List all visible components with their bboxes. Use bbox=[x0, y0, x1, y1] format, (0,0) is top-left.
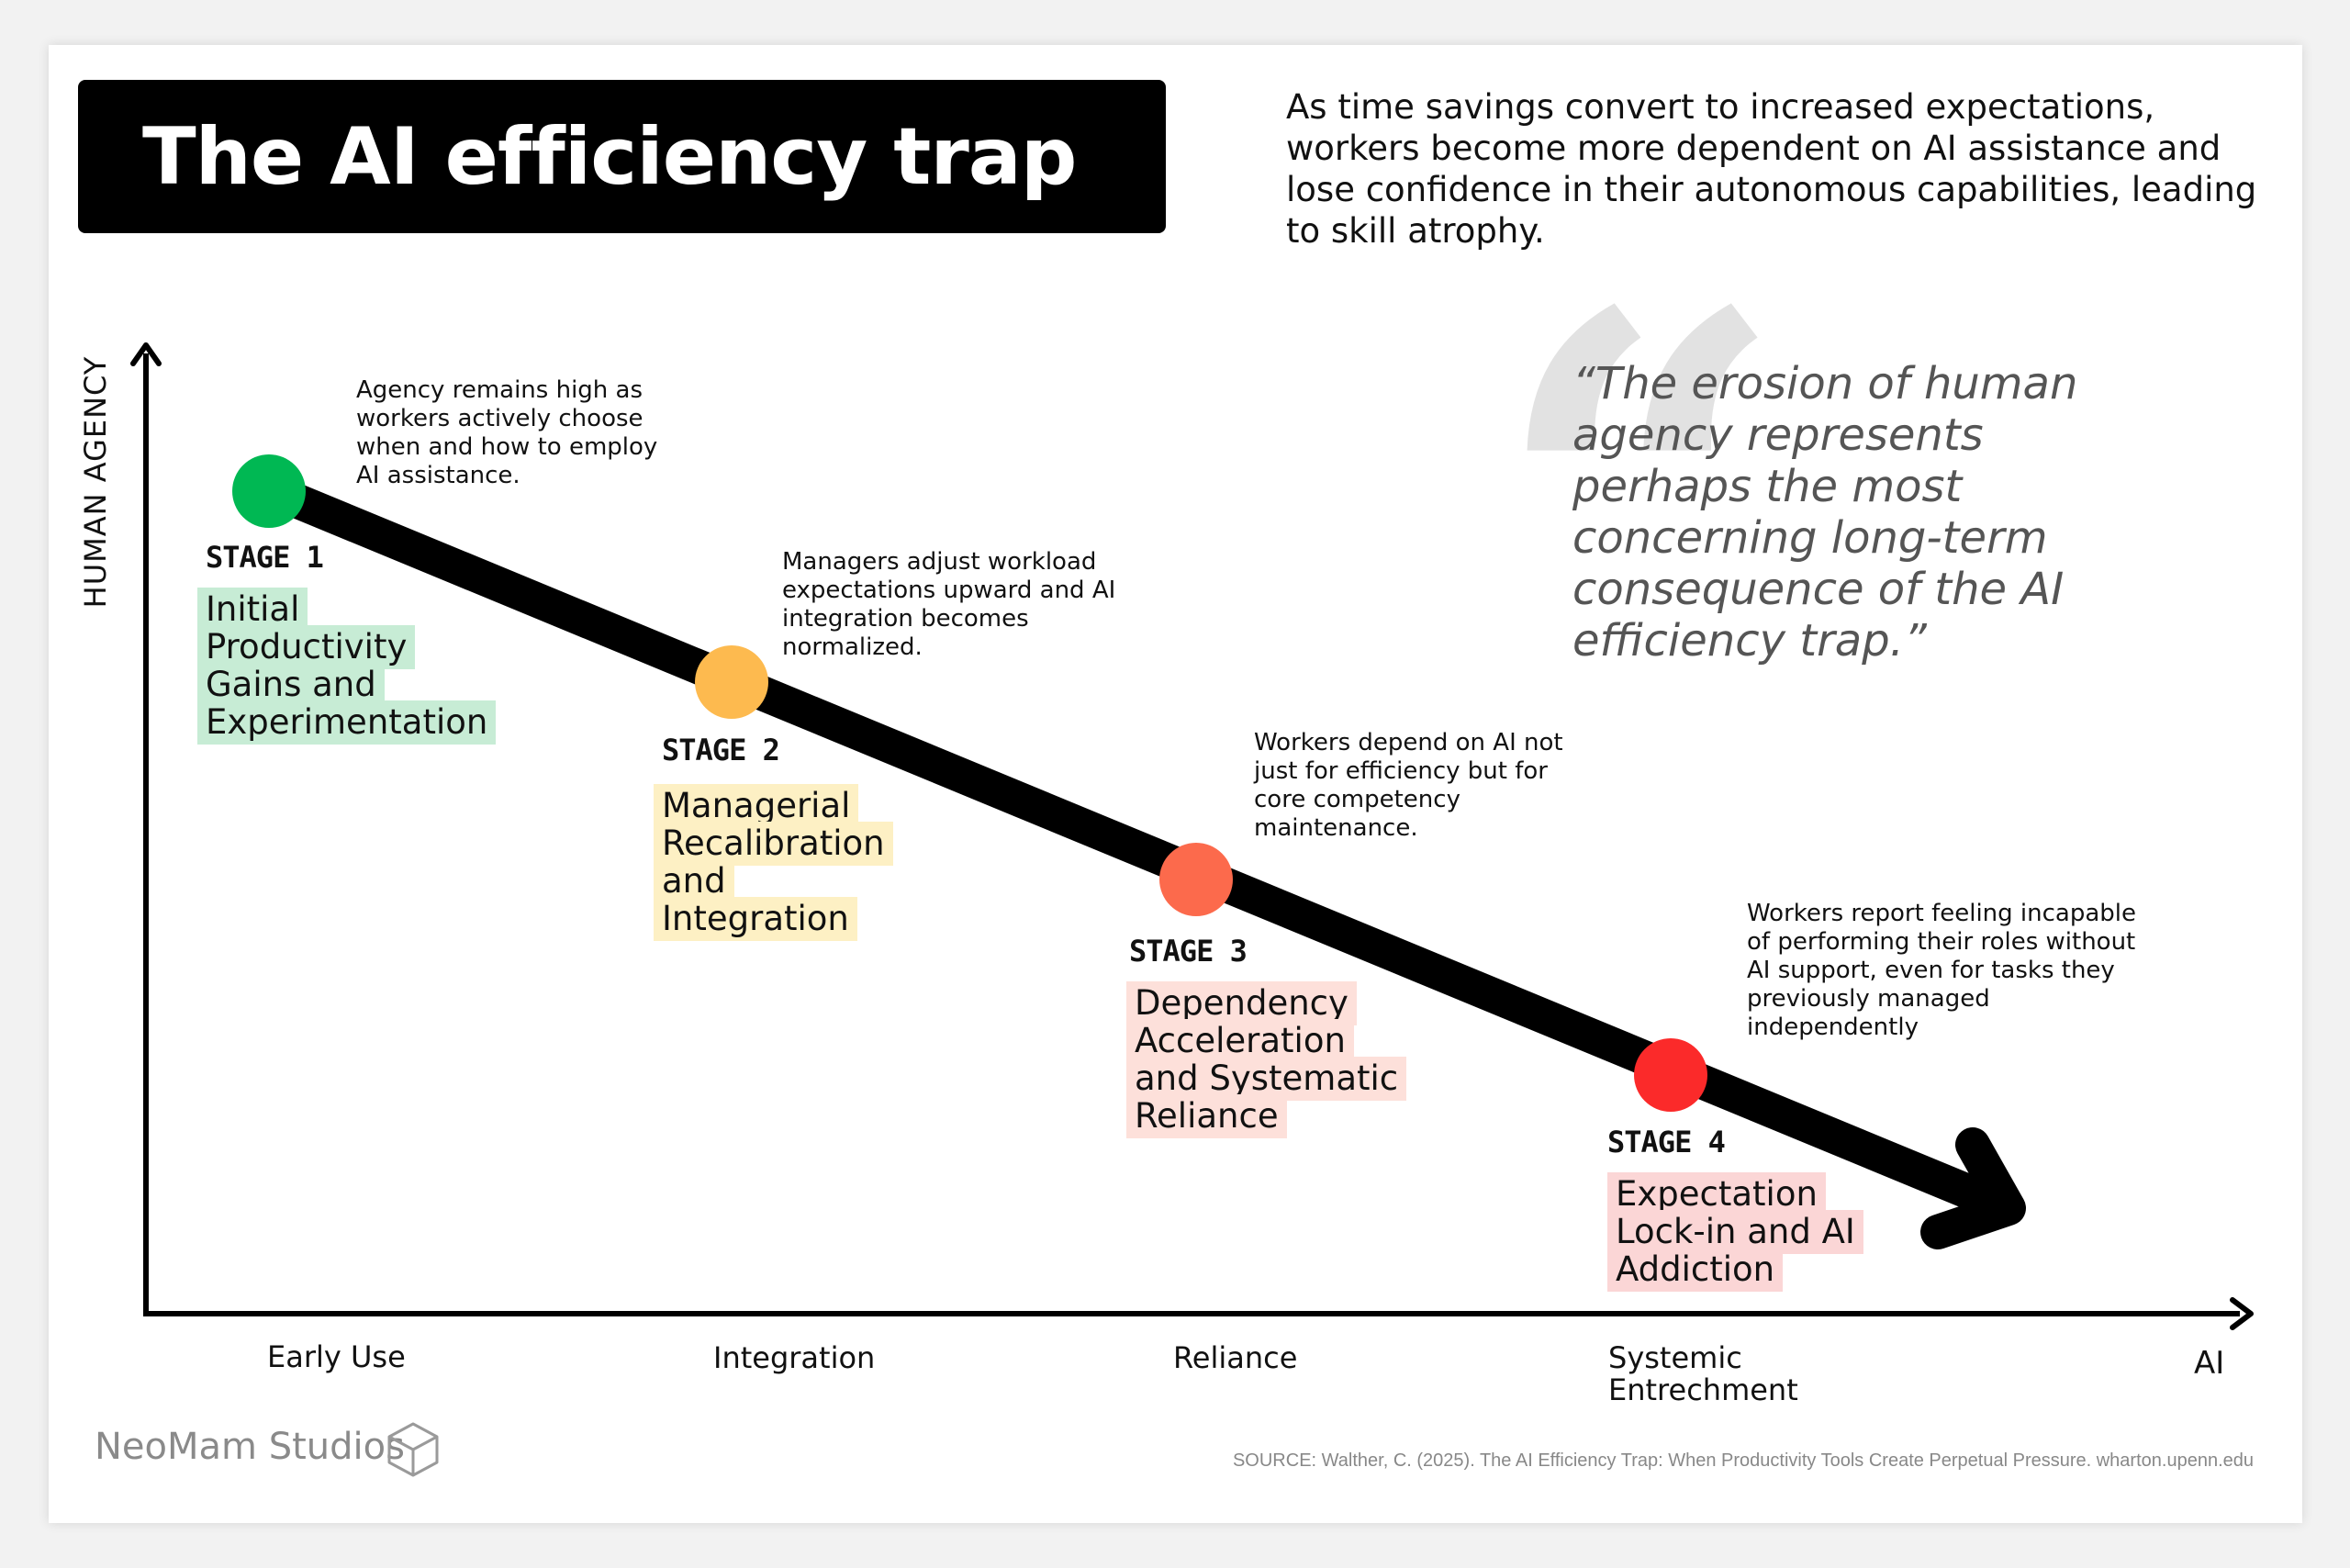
stage-4-label: STAGE 4 bbox=[1607, 1125, 1726, 1159]
stage-4-marker bbox=[1634, 1038, 1707, 1112]
trend-arrowhead-icon bbox=[1920, 1127, 2026, 1249]
brand-logo-text: NeoMam Studios bbox=[95, 1426, 405, 1468]
y-axis-arrow-icon bbox=[130, 342, 162, 366]
infographic-card bbox=[49, 45, 2302, 1523]
stage-3-label: STAGE 3 bbox=[1129, 934, 1248, 969]
stage-1-name: Initial Productivity Gains and Experimen… bbox=[197, 588, 497, 745]
stage-2-note: Managers adjust workload expectations up… bbox=[782, 548, 1116, 661]
stage-3-name: Dependency Acceleration and Systematic R… bbox=[1126, 981, 1407, 1138]
x-axis-end-label: AI bbox=[2194, 1345, 2225, 1382]
title-banner: The AI efficiency trap bbox=[78, 80, 1166, 233]
stage-2-marker bbox=[695, 645, 768, 719]
y-axis-label: HUMAN AGENCY bbox=[78, 355, 113, 609]
x-tick-integration: Integration bbox=[713, 1340, 876, 1375]
source-citation: SOURCE: Walther, C. (2025). The AI Effic… bbox=[1232, 1450, 2254, 1471]
x-axis-arrow-icon bbox=[2230, 1297, 2254, 1330]
intro-text: As time savings convert to increased exp… bbox=[1286, 87, 2257, 251]
stage-2-name: Managerial Recalibration and Integration bbox=[654, 784, 929, 941]
stage-1-note: Agency remains high as workers actively … bbox=[356, 376, 658, 489]
x-tick-systemic-entrechment: Systemic Entrechment bbox=[1608, 1340, 1798, 1407]
stage-3-note: Workers depend on AI not just for effici… bbox=[1254, 729, 1563, 842]
x-tick-early-use: Early Use bbox=[267, 1339, 406, 1374]
decline-trend-line bbox=[262, 473, 2013, 1224]
stage-1-label: STAGE 1 bbox=[206, 540, 324, 575]
x-tick-reliance: Reliance bbox=[1173, 1340, 1298, 1375]
stage-4-note: Workers report feeling incapable of perf… bbox=[1747, 900, 2137, 1041]
stage-2-label: STAGE 2 bbox=[662, 733, 780, 767]
cube-logo-icon bbox=[387, 1422, 439, 1477]
pull-quote: “The erosion of human agency represents … bbox=[1572, 358, 2078, 666]
stage-3-marker bbox=[1159, 843, 1233, 916]
page-title: The AI efficiency trap bbox=[142, 110, 1077, 203]
stage-1-marker bbox=[232, 454, 306, 528]
quote-mark-icon: “ bbox=[1492, 203, 1788, 807]
stage-4-name: Expectation Lock-in and AI Addiction bbox=[1607, 1172, 1874, 1292]
